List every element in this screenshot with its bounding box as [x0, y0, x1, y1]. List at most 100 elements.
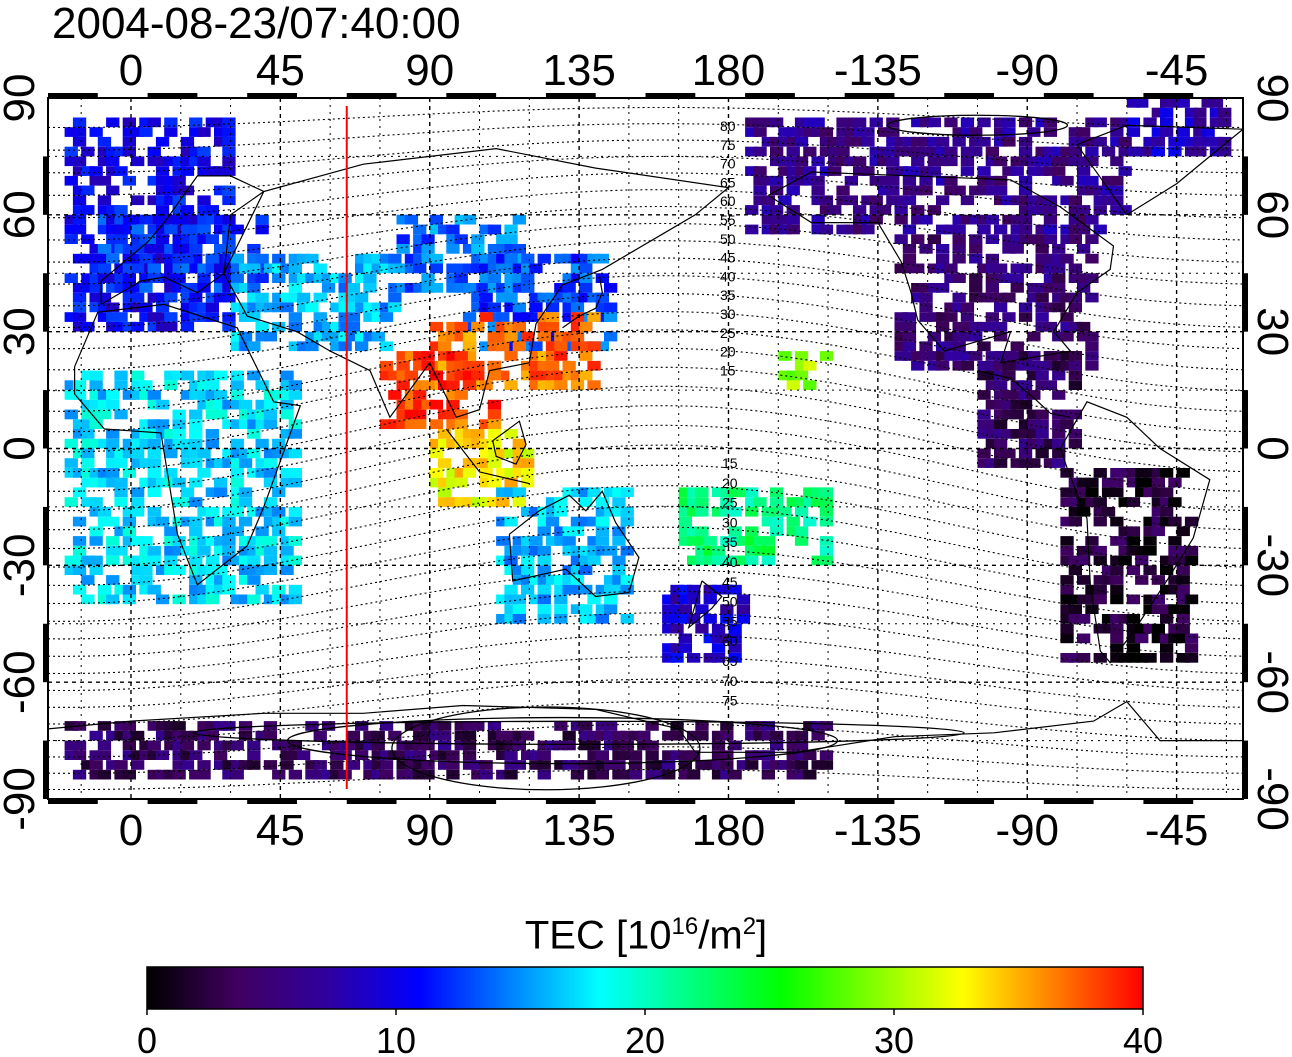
contour-label: 25	[720, 325, 736, 341]
tec-cell	[678, 516, 692, 527]
tec-cell	[189, 263, 203, 274]
tec-cell	[189, 224, 203, 235]
tec-cell	[396, 740, 410, 751]
tec-cell	[214, 584, 228, 595]
tec-cell	[537, 331, 551, 342]
tec-cell	[545, 321, 560, 332]
tec-cell	[438, 740, 452, 751]
tec-cell	[670, 750, 684, 760]
tec-cell	[1035, 244, 1049, 254]
tec-cell	[89, 477, 103, 488]
tec-cell	[745, 205, 759, 215]
tec-cell	[1035, 166, 1049, 176]
tec-cell	[288, 253, 302, 264]
tec-cell	[579, 614, 593, 624]
tec-cell	[164, 429, 178, 439]
tec-cell	[131, 234, 145, 244]
tec-cell	[471, 760, 485, 770]
tec-cell	[247, 448, 261, 459]
tec-cell	[778, 166, 792, 176]
tec-cell	[238, 721, 253, 731]
tec-cell	[620, 730, 634, 741]
tec-cell	[1093, 516, 1107, 527]
tec-cell	[230, 458, 244, 468]
tec-cell	[1184, 117, 1199, 128]
tec-cell	[936, 195, 950, 206]
bottom-lon-label: 90	[405, 806, 454, 855]
tec-cell	[1085, 477, 1099, 488]
tec-cell	[429, 721, 443, 731]
tec-cell	[579, 263, 593, 274]
tec-cell	[1110, 643, 1124, 653]
tec-cell	[604, 331, 618, 342]
tec-cell	[263, 419, 278, 429]
tec-cell	[504, 730, 518, 741]
tec-cell	[1027, 429, 1041, 439]
tec-cell	[579, 312, 593, 322]
tec-cell	[131, 575, 145, 585]
tec-cell	[554, 370, 568, 381]
tec-cell	[1018, 399, 1033, 410]
tec-cell	[1010, 263, 1024, 274]
tec-cell	[214, 516, 228, 527]
tec-cell	[902, 185, 917, 196]
tec-cell	[363, 740, 377, 751]
tec-cell	[139, 127, 153, 137]
tec-cell	[288, 448, 302, 459]
tec-cell	[604, 545, 618, 556]
tec-cell	[521, 312, 535, 322]
right-lat-label: 90	[1248, 74, 1292, 123]
tec-cell	[728, 623, 742, 634]
tec-cell	[886, 195, 900, 206]
tec-cell	[1002, 360, 1016, 371]
tec-cell	[1168, 545, 1182, 556]
tec-cell	[512, 497, 526, 507]
tec-cell	[222, 234, 236, 244]
colorbar-tick-label: 30	[874, 1020, 914, 1057]
right-lat-label: -30	[1248, 534, 1292, 598]
tec-cell	[902, 244, 917, 254]
tec-cell	[330, 769, 344, 780]
tec-cell	[687, 614, 701, 624]
tec-cell	[72, 390, 87, 400]
tec-cell	[1110, 536, 1124, 546]
tec-cell	[255, 302, 269, 313]
tec-cell	[1085, 253, 1099, 264]
tec-cell	[247, 370, 261, 381]
tec-cell	[1027, 351, 1041, 361]
tec-cell	[1093, 623, 1107, 634]
tec-cell	[81, 438, 95, 449]
tec-cell	[512, 565, 526, 575]
tec-cell	[421, 244, 435, 254]
tec-cell	[645, 760, 659, 770]
tec-cell	[297, 253, 311, 264]
tec-cell	[612, 730, 626, 741]
tec-cell	[189, 516, 203, 527]
coastlines	[48, 124, 1243, 753]
tec-cell	[794, 750, 809, 760]
tec-cell	[944, 263, 958, 274]
tec-cell	[106, 253, 120, 264]
tec-cell	[72, 292, 87, 303]
tec-cell	[579, 740, 593, 751]
tec-cell	[164, 438, 178, 449]
tec-cell	[1043, 351, 1058, 361]
tec-cell	[487, 497, 502, 507]
tec-cell	[72, 536, 87, 546]
tec-cell	[1135, 633, 1149, 644]
tec-cell	[562, 740, 576, 751]
tec-cell	[886, 136, 900, 147]
tec-cell	[977, 419, 991, 429]
tec-cell	[330, 341, 344, 352]
tec-cell	[936, 244, 950, 254]
tec-cell	[919, 117, 933, 128]
tec-cell	[529, 380, 543, 390]
tec-cell	[89, 127, 103, 137]
tec-cell	[1168, 146, 1182, 157]
tec-cell	[97, 205, 112, 215]
tec-cell	[147, 438, 161, 449]
tec-cell	[994, 117, 1008, 128]
tec-cell	[952, 360, 966, 371]
tec-cell	[579, 721, 593, 731]
tec-cell	[554, 760, 568, 770]
